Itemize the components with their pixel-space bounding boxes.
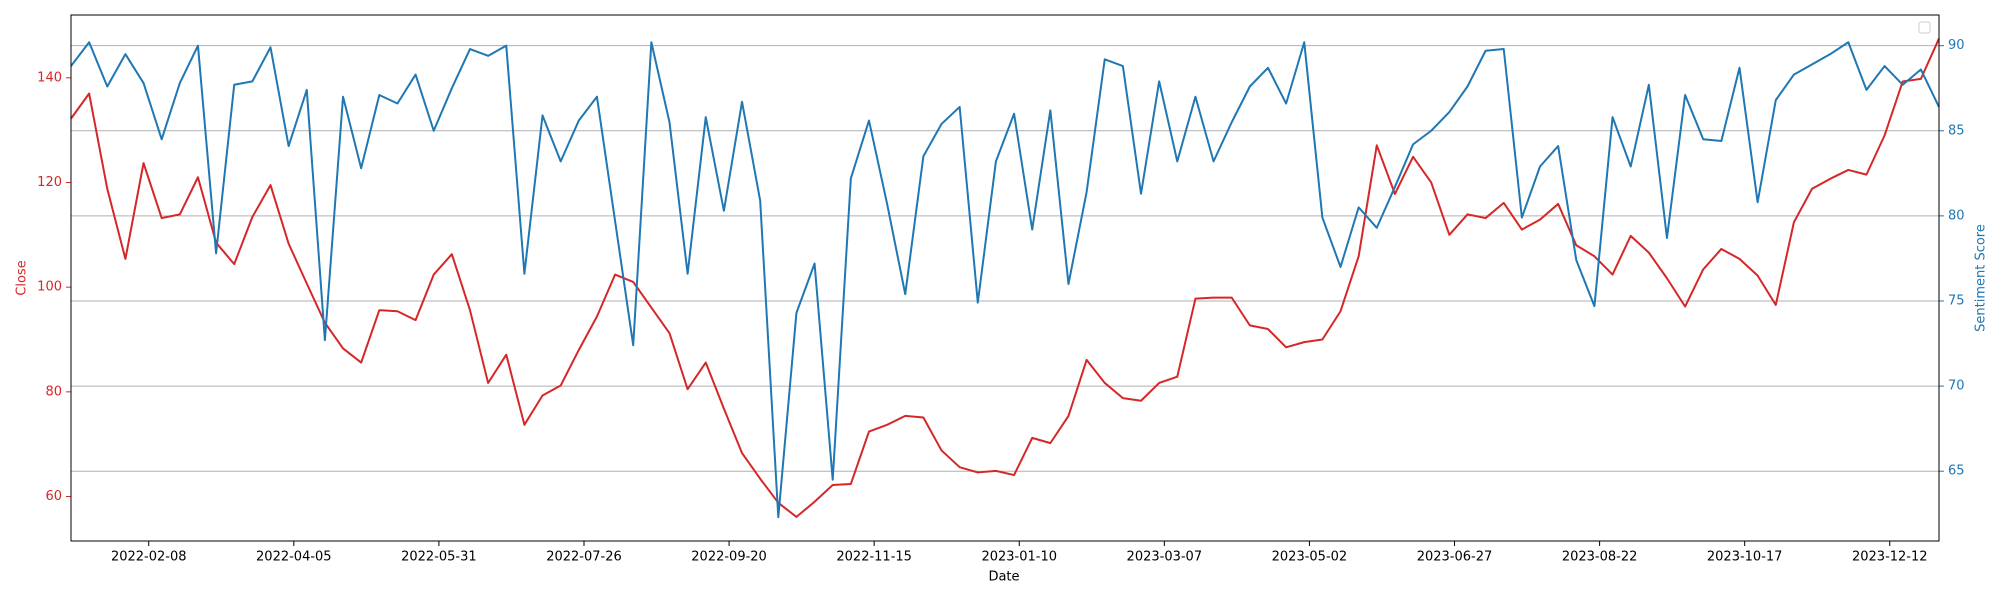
x-tick-label: 2023-06-27 [1417,550,1493,565]
x-tick-label: 2022-04-05 [256,550,332,565]
y-tick-label: 60 [45,489,62,504]
y-tick-label: 140 [37,70,62,85]
x-axis-label: Date [988,570,1019,585]
x-tick-label: 2022-07-26 [546,550,622,565]
y2-axis-label: Sentiment Score [1974,224,1989,332]
y2-tick-label: 65 [1948,464,1965,479]
y-tick-label: 80 [45,384,62,399]
y2-tick-label: 75 [1948,293,1965,308]
x-tick-label: 2023-08-22 [1562,550,1638,565]
x-tick-label: 2023-05-02 [1272,550,1348,565]
x-tick-label: 2022-11-15 [836,550,912,565]
line [70,38,1940,518]
y-tick-label: 120 [37,175,62,190]
y2-tick-label: 80 [1948,208,1965,223]
line [70,41,1940,519]
x-tick-label: 2023-01-10 [981,550,1057,565]
y2-tick-label: 90 [1948,38,1965,53]
x-tick-label: 2022-05-31 [401,550,477,565]
legend [1918,21,1931,34]
y2-tick-label: 85 [1948,123,1965,138]
x-tick-label: 2022-02-08 [111,550,187,565]
plot-frame [70,14,1940,542]
y-axis-label: Close [15,260,30,295]
x-tick-label: 2022-09-20 [691,550,767,565]
y2-tick-label: 70 [1948,379,1965,394]
y-tick-label: 100 [37,280,62,295]
x-tick-label: 2023-12-12 [1852,550,1928,565]
x-tick-label: 2023-03-07 [1127,550,1203,565]
x-tick-label: 2023-10-17 [1707,550,1783,565]
